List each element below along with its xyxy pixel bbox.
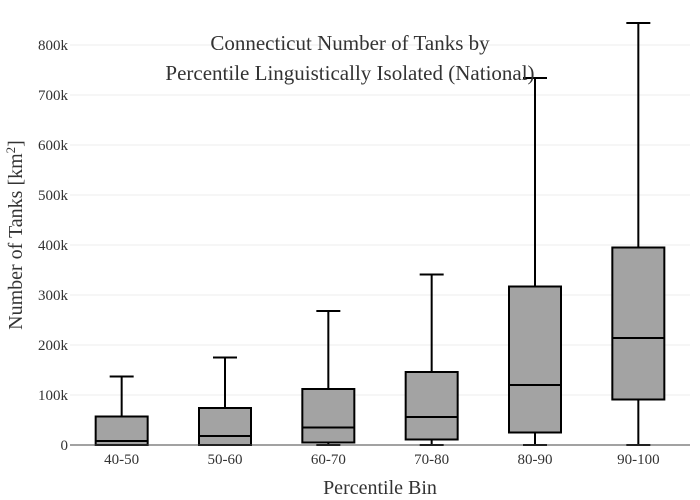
box-iqr <box>508 285 562 434</box>
y-tick-label: 600k <box>38 138 69 154</box>
box-iqr <box>198 407 252 446</box>
box-series <box>94 22 666 446</box>
x-tick-label: 40-50 <box>104 452 139 468</box>
box-50-60 <box>198 356 252 446</box>
box-iqr <box>611 246 666 401</box>
y-axis-title-end: ] <box>5 140 27 147</box>
x-tick-label: 90-100 <box>617 452 660 468</box>
box-60-70 <box>301 310 356 446</box>
y-tick-label: 300k <box>38 288 69 304</box>
x-tick-label: 60-70 <box>311 452 346 468</box>
y-axis-ticks: 0 100k 200k 300k 400k 500k 600k 700k 800k <box>38 38 69 454</box>
y-tick-label: 100k <box>38 388 69 404</box>
x-axis-ticks: 40-50 50-60 60-70 70-80 80-90 90-100 <box>104 452 659 468</box>
y-tick-label: 800k <box>38 38 69 54</box>
box-90-100 <box>611 22 666 446</box>
y-axis-title: Number of Tanks [km2] <box>3 140 27 330</box>
y-tick-label: 0 <box>61 438 69 454</box>
x-tick-label: 80-90 <box>518 452 553 468</box>
box-40-50 <box>94 375 149 446</box>
y-tick-label: 400k <box>38 238 69 254</box>
y-axis-title-superscript: 2 <box>3 147 18 154</box>
box-iqr <box>404 371 459 441</box>
y-tick-label: 200k <box>38 338 69 354</box>
y-axis-title-main: Number of Tanks [km <box>5 153 27 330</box>
chart-title-line-2: Percentile Linguistically Isolated (Nati… <box>165 61 534 85</box>
x-tick-label: 50-60 <box>208 452 243 468</box>
box-70-80 <box>404 273 459 446</box>
x-tick-label: 70-80 <box>414 452 449 468</box>
y-tick-label: 500k <box>38 188 69 204</box>
box-iqr <box>301 388 356 444</box>
y-tick-label: 700k <box>38 88 69 104</box>
gridlines <box>70 44 690 396</box>
box-80-90 <box>508 77 562 446</box>
x-axis-title: Percentile Bin <box>323 477 437 499</box>
chart-title-line-1: Connecticut Number of Tanks by <box>210 31 490 55</box>
